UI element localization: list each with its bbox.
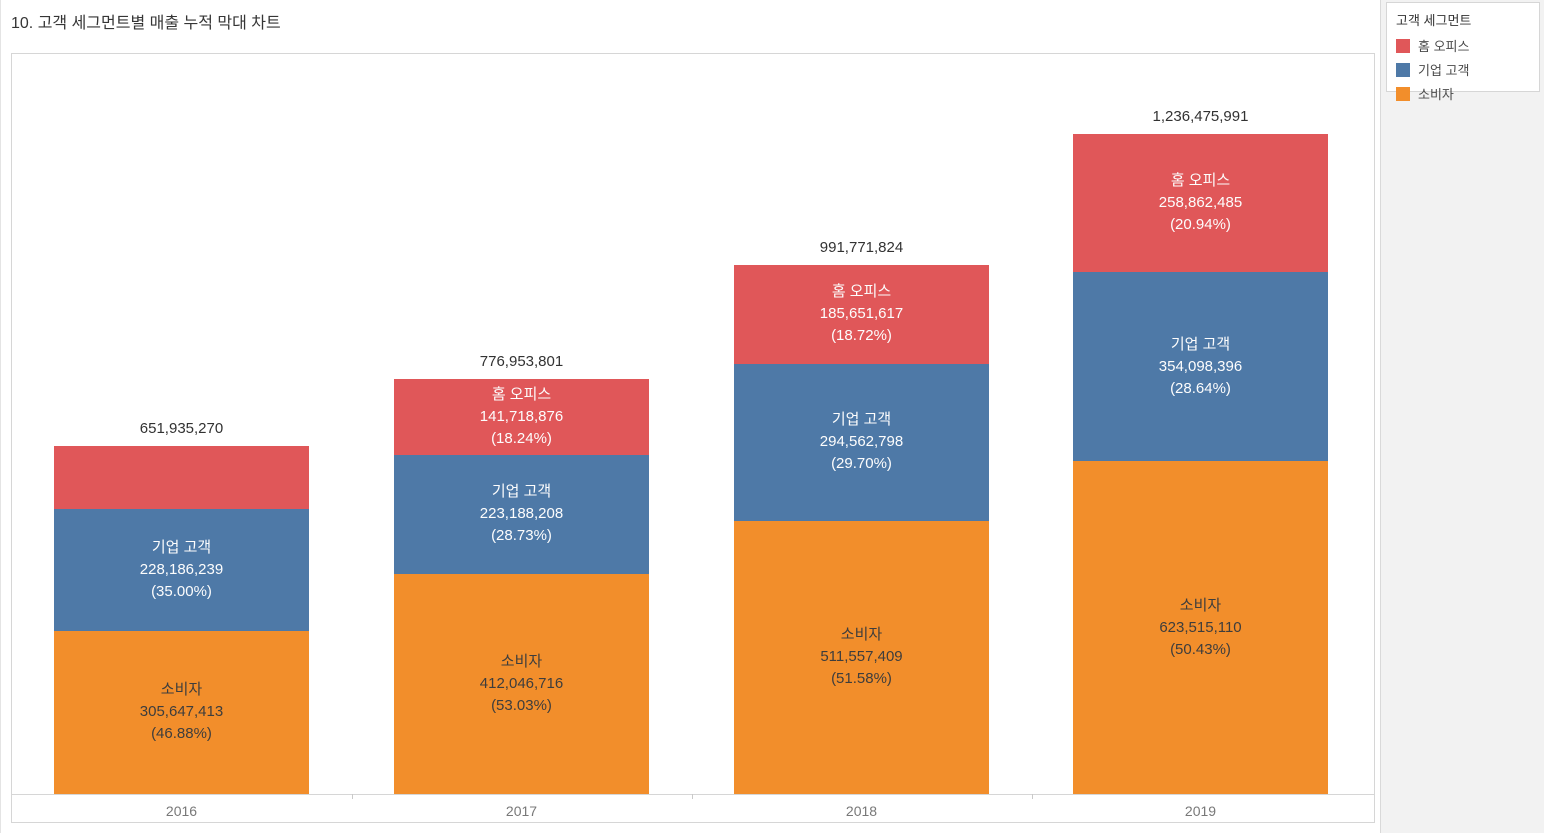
x-axis-label-2017: 2017 [505, 803, 538, 819]
legend-label: 홈 오피스 [1418, 39, 1470, 54]
segment-label-line: 소비자 [1179, 596, 1222, 614]
segment-label-line: 141,718,876 [479, 408, 564, 426]
segment-label-line: (28.73%) [491, 527, 552, 545]
legend-item-home-office[interactable]: 홈 오피스 [1396, 36, 1530, 55]
segment-label-line: 소비자 [840, 626, 883, 644]
segment-label-line: 305,647,413 [139, 703, 224, 721]
bar-2016-segment-corporate[interactable]: 기업 고객 228,186,239 (35.00%) [54, 509, 309, 631]
legend-swatch-consumer [1396, 86, 1410, 101]
segment-label-line: 228,186,239 [139, 560, 224, 578]
segment-label-line: 354,098,396 [1158, 357, 1243, 375]
segment-label-line: 412,046,716 [479, 675, 564, 693]
plot-area[interactable]: 기업 고객 228,186,239 (35.00%) 소비자 305,647,413 (4… [11, 53, 1375, 823]
bar-2019-segment-consumer[interactable]: 소비자 623,515,110 (50.43%) [1073, 461, 1328, 794]
x-axis-label-2018: 2018 [845, 803, 878, 819]
bar-2018-segment-corporate[interactable]: 기업 고객 294,562,798 (29.70%) [734, 363, 989, 521]
segment-label-line: (35.00%) [151, 582, 212, 600]
segment-label-line: 511,557,409 [820, 648, 903, 666]
x-axis-line [12, 794, 1374, 795]
segment-label-line: 홈 오피스 [1170, 172, 1231, 190]
segment-label-line: (50.43%) [1170, 640, 1231, 658]
segment-label-line: 기업 고객 [831, 411, 892, 429]
segment-label-line: 홈 오피스 [831, 283, 892, 301]
x-axis-tick [691, 794, 693, 799]
bar-2017-segment-corporate[interactable]: 기업 고객 223,188,208 (28.73%) [394, 454, 649, 575]
total-label-2016: 651,935,270 [139, 420, 224, 437]
legend-swatch-corporate [1396, 62, 1410, 77]
x-axis-label-2019: 2019 [1184, 803, 1217, 819]
segment-label-line: 홈 오피스 [491, 386, 552, 404]
segment-label-line: 소비자 [160, 681, 203, 699]
segment-label-line: 294,562,798 [819, 433, 904, 451]
segment-label-line: (18.72%) [831, 327, 892, 345]
legend-item-consumer[interactable]: 소비자 [1396, 84, 1530, 103]
total-label-2017: 776,953,801 [479, 353, 564, 371]
legend-label: 기업 고객 [1418, 63, 1470, 78]
segment-label-line: 623,515,110 [1159, 618, 1242, 636]
segment-label-line: 기업 고객 [151, 538, 212, 556]
segment-label-line: (20.94%) [1170, 216, 1231, 234]
chart-card: 10. 고객 세그먼트별 매출 누적 막대 차트 기업 고객 228,186,23… [0, 0, 1381, 833]
segment-label-line: 기업 고객 [1170, 335, 1231, 353]
bar-2016-segment-consumer[interactable]: 소비자 305,647,413 (46.88%) [54, 630, 309, 794]
legend-item-corporate[interactable]: 기업 고객 [1396, 60, 1530, 79]
segment-label-line: 223,188,208 [479, 505, 564, 523]
bar-2019-segment-home-office[interactable]: 홈 오피스 258,862,485 (20.94%) [1073, 134, 1328, 273]
total-label-2019: 1,236,475,991 [1152, 108, 1249, 125]
segment-label-line: 185,651,617 [819, 305, 904, 323]
bar-2016-segment-home-office[interactable] [54, 446, 309, 510]
x-axis-tick [1031, 794, 1033, 799]
segment-label-line: 기업 고객 [491, 483, 552, 501]
bar-2018[interactable]: 홈 오피스 185,651,617 (18.72%) 기업 고객 294,562,798… [734, 264, 989, 794]
x-axis-label-2016: 2016 [165, 803, 198, 819]
legend-title: 고객 세그먼트 [1396, 13, 1472, 28]
bar-2019-segment-corporate[interactable]: 기업 고객 354,098,396 (28.64%) [1073, 272, 1328, 462]
segment-label-line: (46.88%) [151, 725, 212, 743]
x-axis-tick [351, 794, 353, 799]
total-label-2018: 991,771,824 [819, 238, 904, 256]
bar-2017-segment-home-office[interactable]: 홈 오피스 141,718,876 (18.24%) [394, 379, 649, 455]
segment-label-line: (51.58%) [831, 670, 892, 688]
segment-label-line: (28.64%) [1170, 379, 1231, 397]
legend-swatch-home-office [1396, 38, 1410, 53]
segment-label-line: (29.70%) [831, 455, 892, 473]
bar-2017-segment-consumer[interactable]: 소비자 412,046,716 (53.03%) [394, 574, 649, 794]
segment-label-line: 소비자 [500, 653, 543, 671]
legend-label: 소비자 [1418, 87, 1454, 102]
bar-2018-segment-home-office[interactable]: 홈 오피스 185,651,617 (18.72%) [734, 264, 989, 364]
bar-2017[interactable]: 홈 오피스 141,718,876 (18.24%) 기업 고객 223,188,208… [394, 379, 649, 794]
segment-label-line: 258,862,485 [1158, 194, 1243, 212]
segment-label-line: (53.03%) [491, 697, 552, 715]
bar-2018-segment-consumer[interactable]: 소비자 511,557,409 (51.58%) [734, 520, 989, 794]
segment-label-line: (18.24%) [491, 430, 552, 448]
bar-2019[interactable]: 홈 오피스 258,862,485 (20.94%) 기업 고객 354,098,396… [1073, 134, 1328, 794]
bar-2016[interactable]: 기업 고객 228,186,239 (35.00%) 소비자 305,647,413 (4… [54, 446, 309, 794]
chart-title: 10. 고객 세그먼트별 매출 누적 막대 차트 [11, 15, 281, 32]
